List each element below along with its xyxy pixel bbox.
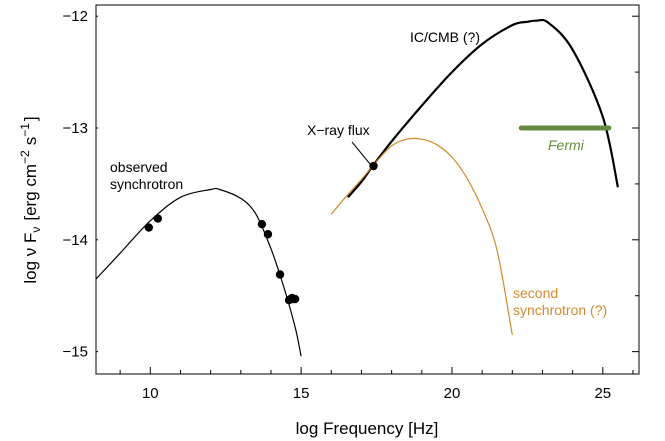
data-point	[263, 230, 273, 239]
data-points	[144, 161, 378, 305]
annotation-observed: observed	[110, 159, 168, 175]
y-tick-label: −14	[63, 232, 88, 249]
x-axis-label: log Frequency [Hz]	[296, 419, 439, 438]
x-tick-label: 25	[594, 385, 611, 402]
observed-synchrotron-curve	[95, 187, 302, 357]
data-point	[290, 294, 300, 304]
annotation-second-synchrotron: synchrotron (?)	[513, 302, 607, 318]
second-synchrotron-curve	[330, 137, 513, 336]
xray-pointer-line	[351, 141, 371, 165]
x-tick-label: 10	[142, 385, 159, 402]
data-point	[144, 223, 153, 232]
annotation-xray: X−ray flux	[307, 122, 370, 138]
data-point	[369, 161, 378, 171]
x-tick-label: 15	[293, 385, 310, 402]
annotation-fermi: Fermi	[548, 137, 585, 153]
axis-ticks: 10 15 20 25 −12 −13 −14 −15	[63, 8, 639, 402]
data-point	[257, 219, 267, 229]
plot-frame	[95, 4, 640, 375]
annotation-ic-cmb: IC/CMB (?)	[410, 29, 480, 45]
x-tick-label: 20	[444, 385, 461, 402]
annotation-second: second	[513, 285, 558, 301]
data-point	[275, 270, 285, 279]
ic-cmb-curve	[347, 18, 619, 199]
data-point	[153, 214, 163, 223]
y-tick-label: −12	[63, 8, 88, 25]
y-tick-label: −15	[63, 344, 88, 361]
annotation-synchrotron-label: synchrotron	[110, 176, 183, 192]
y-tick-label: −13	[63, 120, 88, 137]
y-axis-label: log ν Fν[erg cm−2s−1]	[18, 116, 43, 283]
